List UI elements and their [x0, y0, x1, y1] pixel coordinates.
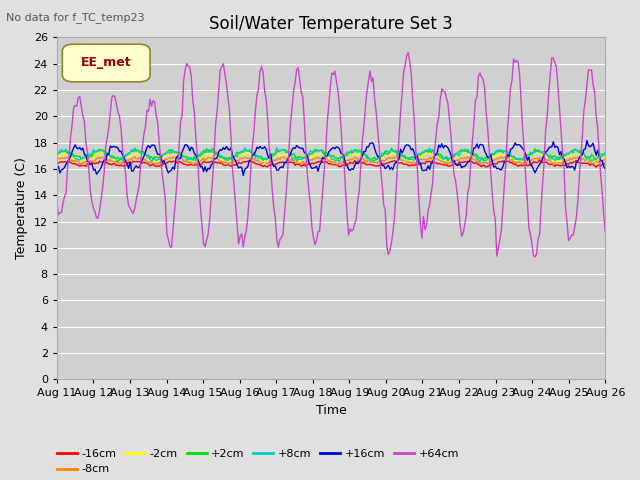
-16cm [53, 159, 61, 165]
-8cm [602, 156, 609, 161]
+8cm [53, 153, 61, 158]
+8cm [216, 155, 224, 160]
+64cm [574, 200, 582, 205]
+8cm [574, 148, 582, 154]
+64cm [53, 200, 61, 206]
+16cm [53, 164, 61, 170]
-8cm [53, 156, 61, 162]
Line: -8cm: -8cm [57, 156, 605, 165]
Line: +8cm: +8cm [57, 148, 605, 162]
-8cm [294, 160, 302, 166]
-8cm [236, 156, 244, 161]
+2cm [247, 150, 255, 156]
X-axis label: Time: Time [316, 404, 346, 417]
Line: -2cm: -2cm [57, 152, 605, 162]
+8cm [602, 149, 609, 155]
+64cm [244, 215, 252, 221]
-16cm [244, 158, 252, 164]
+64cm [120, 160, 128, 166]
+2cm [131, 145, 139, 151]
-16cm [216, 161, 224, 167]
+8cm [273, 145, 281, 151]
+16cm [583, 138, 591, 144]
-2cm [53, 155, 61, 160]
+16cm [294, 144, 302, 150]
-16cm [572, 157, 580, 163]
-8cm [574, 155, 582, 160]
-2cm [260, 159, 268, 165]
+8cm [294, 156, 302, 162]
-8cm [189, 162, 196, 168]
+2cm [238, 149, 246, 155]
Line: +16cm: +16cm [57, 141, 605, 175]
Y-axis label: Temperature (C): Temperature (C) [15, 157, 28, 259]
+64cm [531, 254, 539, 260]
-2cm [602, 154, 609, 159]
+16cm [246, 157, 253, 163]
-16cm [602, 161, 609, 167]
-2cm [216, 155, 224, 161]
-2cm [532, 149, 540, 155]
Text: EE_met: EE_met [81, 57, 131, 70]
Line: +64cm: +64cm [57, 52, 605, 257]
+2cm [574, 148, 582, 154]
+16cm [235, 165, 243, 171]
Legend: -16cm, -8cm, -2cm, +2cm, +8cm, +16cm, +64cm: -16cm, -8cm, -2cm, +2cm, +8cm, +16cm, +6… [57, 449, 459, 474]
+2cm [120, 155, 128, 160]
-2cm [120, 157, 128, 163]
-16cm [235, 159, 243, 165]
+16cm [572, 160, 580, 166]
FancyBboxPatch shape [62, 44, 150, 82]
+8cm [120, 153, 128, 159]
+8cm [244, 148, 252, 154]
-8cm [120, 159, 128, 165]
+64cm [216, 67, 224, 72]
+8cm [235, 150, 243, 156]
+2cm [192, 157, 200, 163]
-2cm [235, 152, 243, 158]
+2cm [53, 151, 61, 156]
-2cm [294, 156, 302, 162]
Line: -16cm: -16cm [57, 160, 605, 167]
+64cm [602, 229, 609, 235]
+64cm [404, 49, 412, 55]
-16cm [592, 164, 600, 170]
+16cm [120, 154, 128, 160]
+8cm [476, 159, 484, 165]
+64cm [235, 241, 243, 247]
-2cm [244, 150, 252, 156]
-16cm [120, 163, 128, 169]
-8cm [218, 158, 226, 164]
-8cm [392, 154, 400, 159]
-2cm [574, 151, 582, 156]
+16cm [216, 147, 224, 153]
Title: Soil/Water Temperature Set 3: Soil/Water Temperature Set 3 [209, 15, 453, 33]
+16cm [239, 172, 247, 178]
-16cm [293, 161, 301, 167]
+64cm [293, 67, 301, 72]
Line: +2cm: +2cm [57, 148, 605, 160]
+2cm [296, 155, 303, 160]
+2cm [220, 156, 227, 162]
Text: No data for f_TC_temp23: No data for f_TC_temp23 [6, 12, 145, 23]
-16cm [536, 157, 543, 163]
-8cm [246, 156, 253, 161]
+16cm [602, 166, 609, 172]
+2cm [602, 151, 609, 156]
